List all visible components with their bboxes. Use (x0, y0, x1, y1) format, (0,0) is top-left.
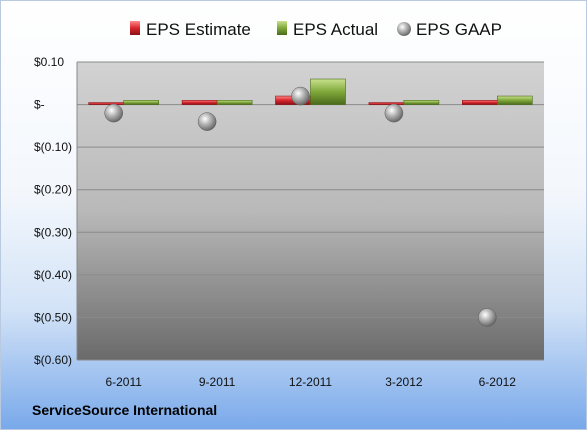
x-tick-label: 9-2011 (199, 375, 236, 389)
company-name: ServiceSource International (32, 402, 218, 418)
legend-label-estimate: EPS Estimate (146, 20, 251, 39)
y-tick-label: $(0.20) (34, 183, 72, 197)
marker-eps-gaap (104, 103, 123, 123)
bar-eps-actual (496, 95, 533, 105)
y-axis-ticks: $0.10 $- $(0.10) $(0.20) $(0.30) $(0.40) $(0.5… (34, 55, 72, 367)
y-tick-label: $(0.60) (34, 353, 72, 367)
bar-eps-actual (310, 78, 346, 105)
marker-eps-gaap (384, 103, 404, 123)
x-tick-label: 3-2012 (385, 375, 423, 389)
bar-eps-actual (403, 100, 440, 105)
legend-label-gaap: EPS GAAP (416, 20, 502, 39)
bar-eps-actual (123, 100, 159, 105)
bar-eps-actual (216, 100, 253, 105)
legend-item-actual: EPS Actual (277, 20, 378, 39)
marker-eps-gaap (291, 86, 310, 106)
y-tick-label: $0.10 (34, 55, 64, 69)
bar-eps-estimate (181, 100, 218, 105)
x-axis-ticks: 6-2011 9-2011 12-2011 3-2012 6-2012 (105, 375, 516, 389)
y-tick-label: $(0.50) (34, 310, 72, 324)
marker-eps-gaap (478, 308, 497, 327)
y-tick-label: $(0.10) (34, 140, 72, 154)
legend-item-estimate: EPS Estimate (130, 20, 251, 39)
y-tick-label: $(0.30) (34, 225, 72, 239)
legend-label-actual: EPS Actual (293, 20, 378, 39)
bar-eps-estimate (461, 100, 498, 105)
y-tick-label: $- (34, 98, 45, 112)
plot-area (77, 62, 544, 360)
x-tick-label: 12-2011 (289, 375, 332, 389)
legend: EPS Estimate EPS Actual EPS GAAP (130, 20, 502, 39)
gaap-markers (104, 86, 497, 327)
x-tick-label: 6-2011 (105, 375, 142, 389)
legend-swatch-estimate (130, 21, 140, 35)
x-tick-label: 6-2012 (479, 375, 517, 389)
y-tick-label: $(0.40) (34, 268, 72, 282)
bar-eps-estimate (88, 102, 124, 105)
legend-item-gaap: EPS GAAP (397, 20, 502, 39)
legend-swatch-gaap (397, 22, 411, 36)
bar-eps-estimate (368, 102, 405, 105)
legend-swatch-actual (277, 21, 287, 35)
marker-eps-gaap (197, 112, 217, 131)
